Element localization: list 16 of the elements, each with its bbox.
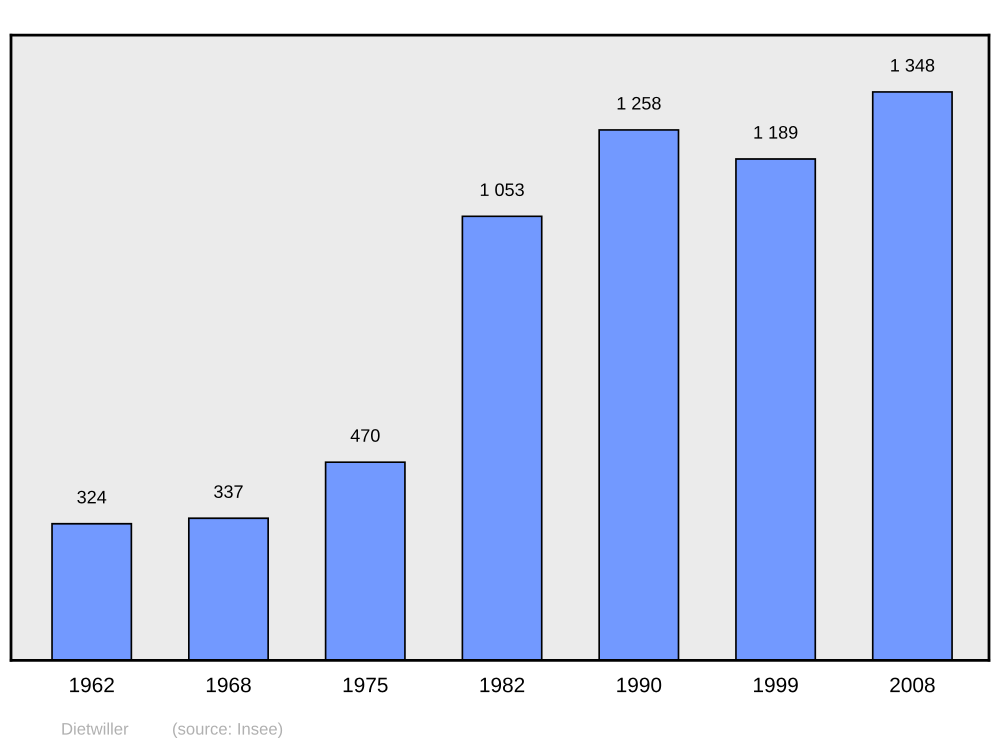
x-tick-label: 2008 (890, 678, 935, 692)
x-tick-label: 1962 (70, 678, 114, 692)
data-label: 1 189 (754, 126, 798, 139)
text: Dietwiller (62, 722, 128, 735)
x-tick-label: 1982 (480, 678, 524, 692)
data-label: 1 258 (618, 96, 661, 110)
x-tick-label: 1975 (344, 678, 388, 692)
x-tick-label: 1968 (206, 678, 251, 692)
x-tick-label: 1990 (617, 678, 662, 692)
text: (source: Insee) (173, 722, 282, 738)
x-tick-label: 1999 (754, 678, 798, 692)
data-label: 1 348 (891, 58, 934, 72)
data-label: 337 (214, 485, 243, 498)
data-label: 470 (350, 429, 380, 442)
data-label: 324 (77, 490, 106, 504)
data-label: 1 053 (480, 183, 524, 196)
